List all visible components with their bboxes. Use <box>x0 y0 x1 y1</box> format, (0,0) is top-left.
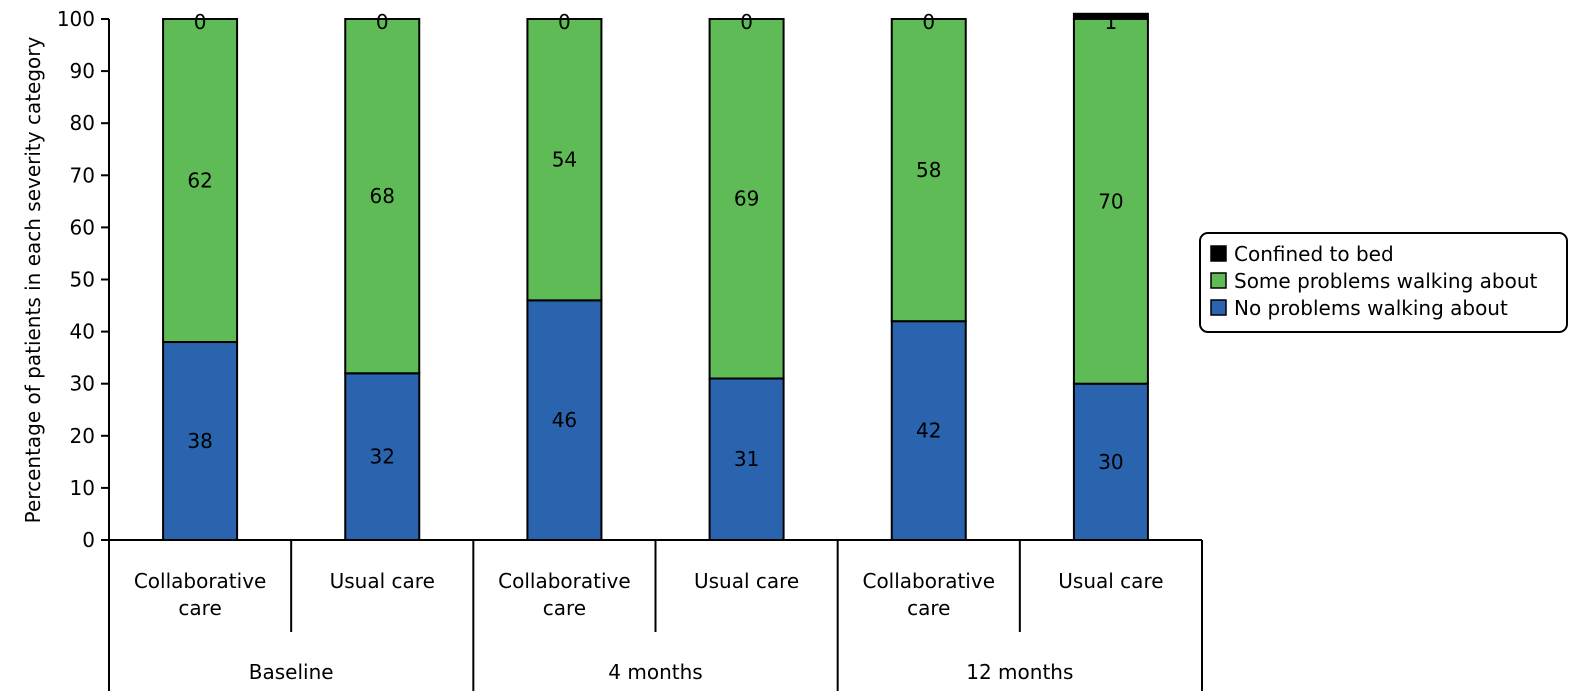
bar-segment <box>708 377 785 541</box>
legend-swatch <box>1210 299 1227 316</box>
category-label: Usual care <box>1058 569 1163 593</box>
data-label: 70 <box>1098 189 1123 213</box>
data-label: 54 <box>552 148 577 172</box>
category-label: care <box>907 596 950 620</box>
bar-segment <box>1072 18 1149 385</box>
y-tick-label: 50 <box>70 268 95 292</box>
bar-segment <box>1072 12 1149 20</box>
data-labels: 38 62 0 32 68 0 46 54 0 31 69 0 42 58 0 30 70 1 <box>187 10 1123 474</box>
category-label: Collaborative <box>134 569 267 593</box>
category-label: care <box>178 596 221 620</box>
bars <box>162 12 1149 542</box>
data-label: 58 <box>916 158 941 182</box>
category-label: care <box>543 596 586 620</box>
category-label: Collaborative <box>498 569 631 593</box>
legend-label: Some problems walking about <box>1234 269 1538 293</box>
y-tick-label: 60 <box>70 215 95 239</box>
legend-swatch <box>1210 245 1227 262</box>
group-label: Baseline <box>249 660 334 684</box>
legend-swatch <box>1210 272 1227 289</box>
data-label: 69 <box>734 187 759 211</box>
y-tick-label: 80 <box>70 111 95 135</box>
bar-segment <box>890 18 967 323</box>
axes: 0 10 20 30 40 50 60 70 80 90 100 <box>57 7 110 552</box>
bar-segment <box>708 18 785 380</box>
data-label: 0 <box>558 10 571 34</box>
category-label: Usual care <box>694 569 799 593</box>
data-label: 30 <box>1098 450 1123 474</box>
data-label: 68 <box>370 184 395 208</box>
y-tick-label: 70 <box>70 163 95 187</box>
group-label: 4 months <box>608 660 702 684</box>
bar-segment <box>344 18 421 375</box>
category-label: Collaborative <box>862 569 995 593</box>
data-label: 0 <box>740 10 753 34</box>
bar-segment <box>1072 382 1149 542</box>
y-axis-label: Percentage of patients in each severity … <box>21 36 45 523</box>
data-label: 42 <box>916 419 941 443</box>
bar-segment <box>162 18 239 344</box>
category-axis: Collaborative care Usual care Collaborative… <box>108 539 1203 691</box>
group-label: 12 months <box>966 660 1073 684</box>
data-label: 32 <box>370 445 395 469</box>
category-label: Usual care <box>330 569 435 593</box>
y-tick-label: 0 <box>82 528 95 552</box>
data-label: 0 <box>194 10 207 34</box>
y-tick-label: 10 <box>70 476 95 500</box>
legend-box <box>1199 232 1568 333</box>
data-label: 1 <box>1105 10 1118 34</box>
data-label: 62 <box>187 169 212 193</box>
y-tick-label: 20 <box>70 424 95 448</box>
y-tick-label: 40 <box>70 320 95 344</box>
y-tick-label: 30 <box>70 372 95 396</box>
bar-segment <box>526 18 603 302</box>
bar-segment <box>162 341 239 541</box>
legend: Confined to bed Some problems walking abo… <box>1199 232 1568 333</box>
data-label: 0 <box>922 10 935 34</box>
legend-label: Confined to bed <box>1234 242 1394 266</box>
data-label: 31 <box>734 447 759 471</box>
legend-label: No problems walking about <box>1234 296 1508 320</box>
y-tick-label: 100 <box>57 7 95 31</box>
y-axis-title: Percentage of patients in each severity … <box>21 36 45 523</box>
data-label: 46 <box>552 408 577 432</box>
data-label: 0 <box>376 10 389 34</box>
y-tick-label: 90 <box>70 59 95 83</box>
data-label: 38 <box>187 429 212 453</box>
